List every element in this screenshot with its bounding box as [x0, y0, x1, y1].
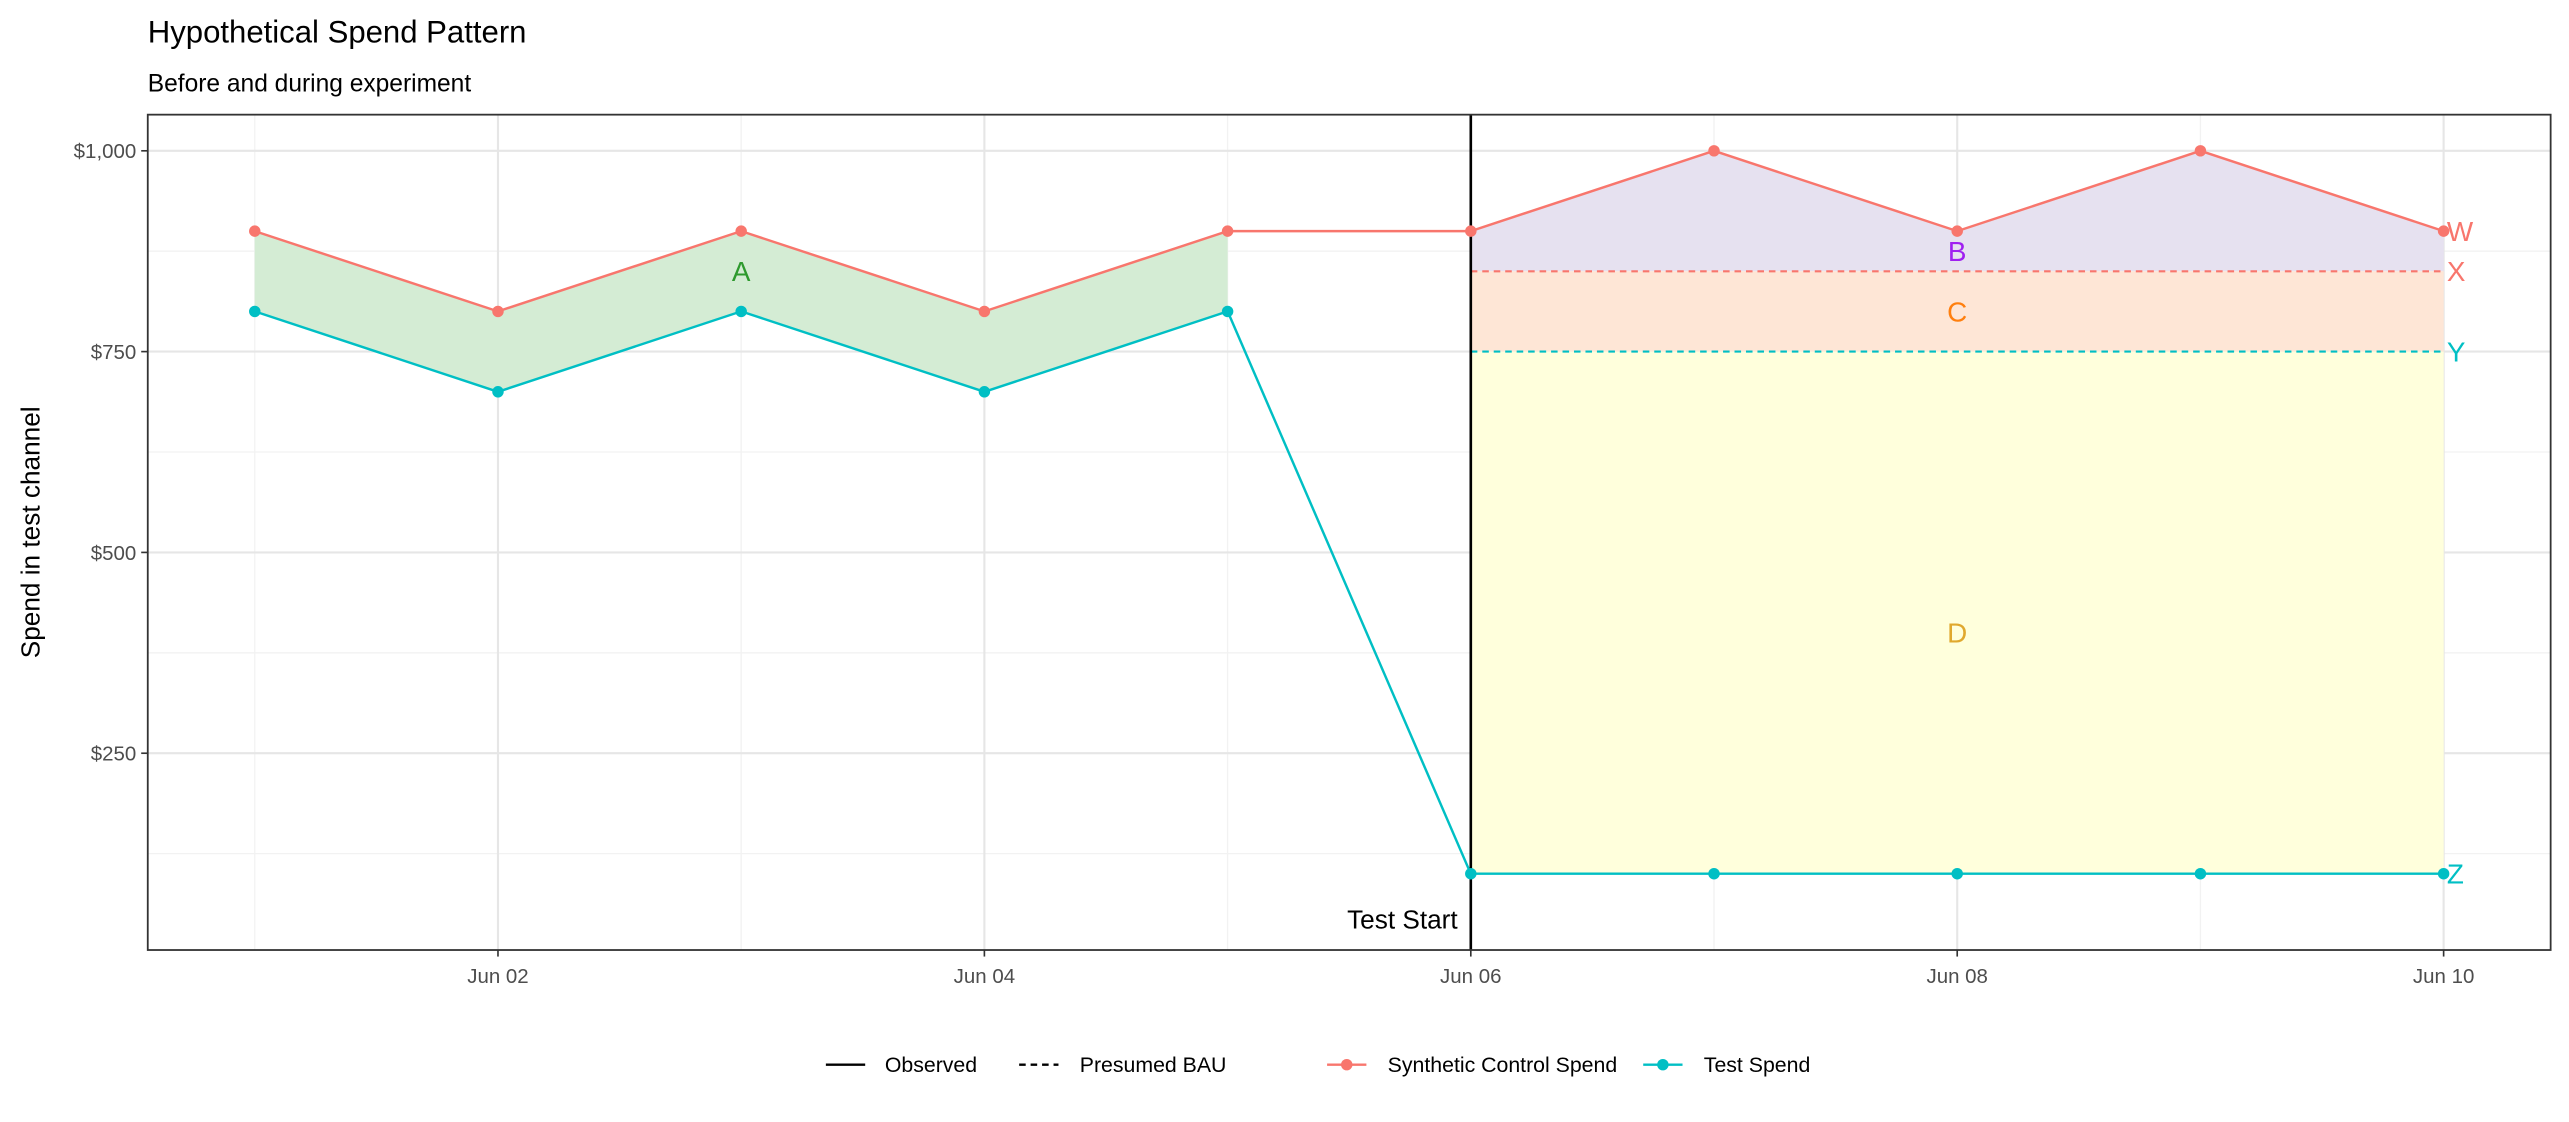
- data-point: [249, 305, 261, 318]
- data-point: [1951, 225, 1963, 237]
- data-point: [1465, 867, 1477, 880]
- end-label: Z: [2447, 859, 2464, 890]
- data-point: [735, 305, 747, 318]
- data-point: [1221, 225, 1234, 237]
- data-point: [249, 225, 261, 237]
- plot-panel: Test Start A BC D WX Y Z $250 $500 $750 $1,000 Jun …: [74, 113, 2552, 988]
- y-tick-label: $250: [91, 743, 137, 766]
- test-start-label: Test Start: [1347, 905, 1458, 935]
- x-tick-label: Jun 04: [954, 965, 1015, 988]
- legend: Observed Presumed BAU Synthetic Control Sp…: [825, 1053, 1810, 1077]
- region-label: A: [732, 256, 751, 287]
- legend-key-point: [1341, 1058, 1353, 1071]
- chart-subtitle: Before and during experiment: [148, 71, 472, 98]
- legend-label: Test Spend: [1704, 1053, 1810, 1077]
- data-point: [2194, 867, 2207, 880]
- y-tick-label: $500: [91, 542, 137, 565]
- region-label: D: [1947, 618, 1967, 649]
- region-a: [254, 231, 1228, 392]
- legend-label: Synthetic Control Spend: [1388, 1053, 1618, 1077]
- data-point: [492, 386, 504, 398]
- panel-border: [146, 113, 2552, 951]
- legend-key-point: [1657, 1058, 1669, 1071]
- series-line: [254, 149, 2445, 313]
- x-tick-label: Jun 10: [2413, 965, 2474, 988]
- data-point: [978, 386, 991, 398]
- y-tick-label: $1,000: [74, 140, 137, 163]
- data-point: [1708, 867, 1720, 880]
- end-label: W: [2447, 216, 2474, 247]
- region-c: [1470, 271, 2444, 352]
- data-point: [2194, 145, 2207, 157]
- y-axis-title: Spend in test channel: [16, 406, 46, 658]
- data-point: [1465, 225, 1477, 237]
- chart-title: Hypothetical Spend Pattern: [148, 15, 527, 50]
- x-tick-label: Jun 02: [467, 965, 528, 988]
- region-label: C: [1947, 296, 1967, 327]
- series-line: [254, 309, 2444, 875]
- data-point: [978, 305, 991, 318]
- end-label: X: [2447, 256, 2466, 287]
- x-tick-label: Jun 08: [1926, 965, 1987, 988]
- region-b: [1470, 150, 2444, 272]
- data-point: [492, 305, 504, 318]
- region-d: [1470, 351, 2444, 874]
- data-point: [1951, 867, 1963, 880]
- data-point: [2437, 867, 2450, 880]
- data-point: [735, 225, 747, 237]
- region-label: B: [1948, 236, 1967, 267]
- data-point: [2437, 225, 2450, 237]
- legend-label-observed: Observed: [885, 1053, 977, 1077]
- end-label: Y: [2447, 336, 2466, 367]
- data-point: [1708, 145, 1720, 157]
- x-tick-label: Jun 06: [1440, 965, 1501, 988]
- data-point: [1221, 305, 1234, 318]
- y-tick-label: $750: [91, 341, 137, 364]
- legend-label-bau: Presumed BAU: [1080, 1053, 1227, 1077]
